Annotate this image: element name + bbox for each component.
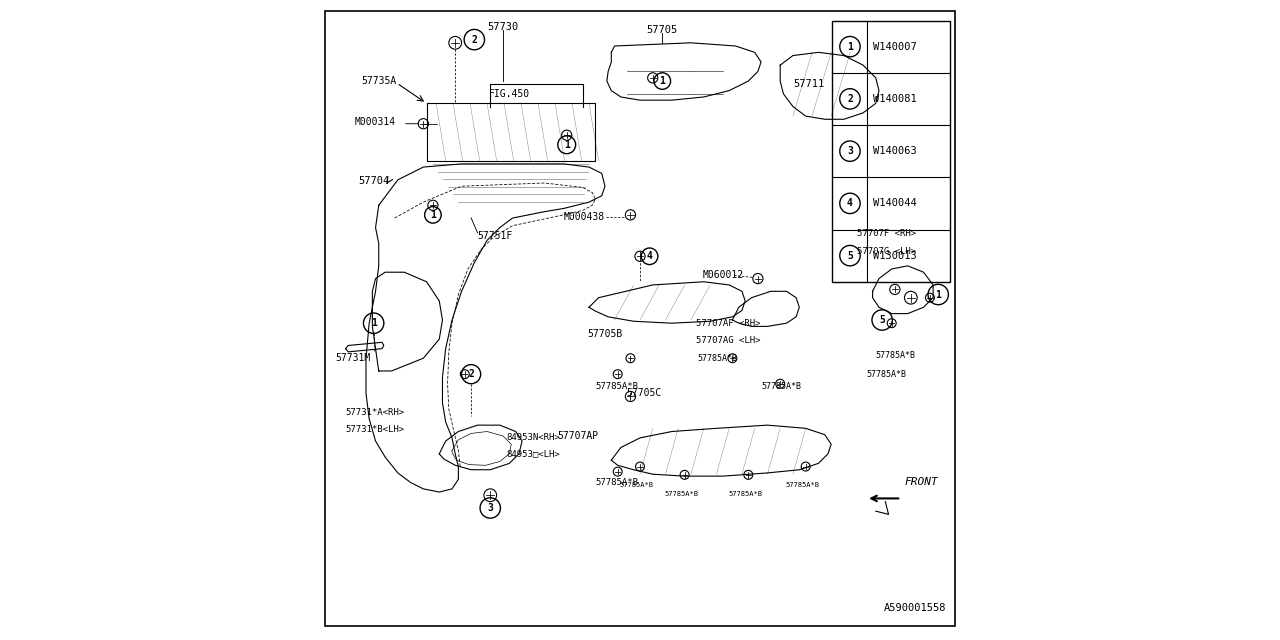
Text: FRONT: FRONT <box>905 477 938 488</box>
Text: 57707AF <RH>: 57707AF <RH> <box>696 319 760 328</box>
Text: 57751F: 57751F <box>477 231 513 241</box>
Text: 57705B: 57705B <box>588 329 623 339</box>
Text: 57705: 57705 <box>646 25 678 35</box>
Text: 57704: 57704 <box>358 176 389 186</box>
Text: 57785A*B: 57785A*B <box>595 478 639 487</box>
Text: 57707F <RH>: 57707F <RH> <box>856 230 915 239</box>
Text: 57785A*B: 57785A*B <box>762 383 801 392</box>
Text: W140044: W140044 <box>873 198 916 209</box>
Text: 57785A*B: 57785A*B <box>620 483 654 488</box>
Text: M000438: M000438 <box>563 212 605 222</box>
Text: 57785A*B: 57785A*B <box>664 491 699 497</box>
Text: 57785A*B: 57785A*B <box>698 354 737 363</box>
Text: 57785A*B: 57785A*B <box>867 370 906 379</box>
Text: 57705C: 57705C <box>626 388 662 398</box>
Text: 57707G <LH>: 57707G <LH> <box>856 246 915 256</box>
Bar <box>832 20 950 282</box>
Text: 57711: 57711 <box>792 79 824 89</box>
Text: 57785A*B: 57785A*B <box>876 351 915 360</box>
Text: 57731M: 57731M <box>335 353 371 364</box>
Text: 57707AP: 57707AP <box>558 431 599 441</box>
Text: 1: 1 <box>371 318 376 328</box>
Text: W130013: W130013 <box>873 251 916 260</box>
Text: M060012: M060012 <box>703 270 744 280</box>
Text: 1: 1 <box>430 210 436 220</box>
Text: 57785A*B: 57785A*B <box>786 483 819 488</box>
Text: M000314: M000314 <box>355 118 396 127</box>
Text: 1: 1 <box>847 42 852 52</box>
Text: A590001558: A590001558 <box>883 603 946 613</box>
Text: 5: 5 <box>847 251 852 260</box>
Text: 84953N<RH>: 84953N<RH> <box>506 433 559 442</box>
Text: 5: 5 <box>879 315 884 325</box>
Text: 3: 3 <box>488 503 493 513</box>
Text: W140007: W140007 <box>873 42 916 52</box>
Text: 57785A*B: 57785A*B <box>595 383 639 392</box>
Text: 1: 1 <box>936 289 941 300</box>
Text: 4: 4 <box>646 252 653 261</box>
Text: 84953□<LH>: 84953□<LH> <box>506 449 559 458</box>
Text: 57731*A<RH>: 57731*A<RH> <box>346 408 404 417</box>
Text: FIG.450: FIG.450 <box>489 89 530 99</box>
Text: 2: 2 <box>847 94 852 104</box>
Text: 57735A: 57735A <box>361 76 396 86</box>
Text: 57707AG <LH>: 57707AG <LH> <box>696 336 760 345</box>
Text: 3: 3 <box>847 146 852 156</box>
Text: 1: 1 <box>659 76 666 86</box>
Text: 2: 2 <box>468 369 474 379</box>
Text: W140063: W140063 <box>873 146 916 156</box>
Text: 1: 1 <box>563 140 570 150</box>
Text: 57785A*B: 57785A*B <box>728 491 762 497</box>
Text: 4: 4 <box>847 198 852 209</box>
Text: W140081: W140081 <box>873 94 916 104</box>
Text: 2: 2 <box>471 35 477 45</box>
Text: 57730: 57730 <box>488 22 518 32</box>
Text: 57731*B<LH>: 57731*B<LH> <box>346 425 404 434</box>
